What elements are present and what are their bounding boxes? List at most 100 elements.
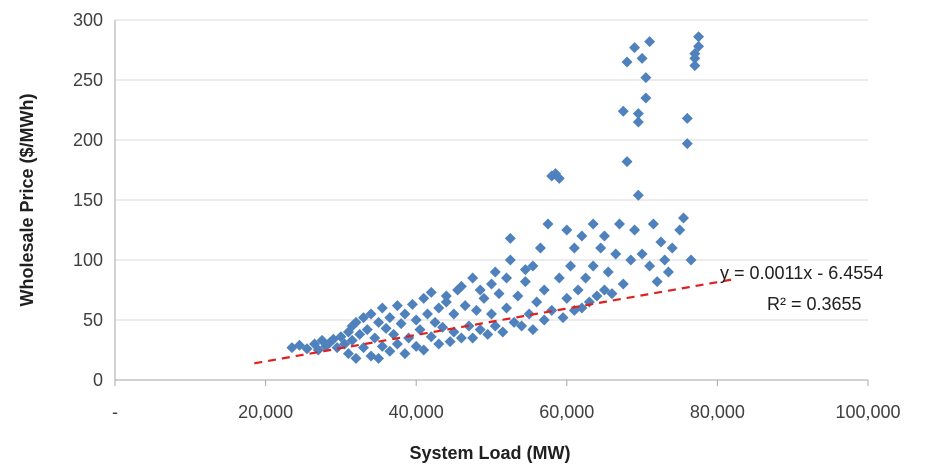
data-point xyxy=(527,260,539,272)
data-point xyxy=(455,280,467,292)
data-point xyxy=(587,218,599,230)
data-point xyxy=(421,308,433,320)
data-point xyxy=(373,352,385,364)
x-tick-label: 100,000 xyxy=(835,402,900,422)
trendline xyxy=(254,278,733,365)
data-point xyxy=(448,308,460,320)
data-point xyxy=(395,318,407,330)
data-point xyxy=(621,56,633,68)
axes xyxy=(114,20,869,386)
data-point xyxy=(501,272,513,284)
data-point xyxy=(602,266,614,278)
data-point xyxy=(474,324,486,336)
y-tick-label: 100 xyxy=(73,250,103,270)
x-tick-label: 80,000 xyxy=(690,402,745,422)
data-point xyxy=(644,36,656,48)
data-point xyxy=(444,336,456,348)
y-tick-label: 50 xyxy=(83,310,103,330)
data-point xyxy=(534,242,546,254)
data-point xyxy=(576,302,588,314)
data-point xyxy=(621,156,633,168)
data-point xyxy=(614,218,626,230)
data-point xyxy=(557,312,569,324)
data-point xyxy=(542,218,554,230)
data-point xyxy=(666,242,678,254)
data-point xyxy=(689,60,701,72)
data-point xyxy=(369,332,381,344)
data-point xyxy=(380,322,392,334)
data-point xyxy=(440,296,452,308)
data-point xyxy=(632,116,644,128)
data-point xyxy=(399,308,411,320)
data-point xyxy=(572,284,584,296)
data-point xyxy=(391,338,403,350)
data-point xyxy=(339,338,351,350)
data-point xyxy=(568,242,580,254)
data-point xyxy=(595,242,607,254)
data-point xyxy=(580,272,592,284)
data-point xyxy=(674,224,686,236)
x-axis-title: System Load (MW) xyxy=(409,443,570,463)
data-point xyxy=(644,260,656,272)
data-point xyxy=(629,224,641,236)
data-point xyxy=(357,312,369,324)
tick-labels: 0 50 100 150 200 250 300 - 20,000 40,000 60,000 80,… xyxy=(73,10,901,422)
data-point xyxy=(357,342,369,354)
data-point xyxy=(497,326,509,338)
data-point xyxy=(486,278,497,290)
data-point xyxy=(625,254,637,266)
data-point xyxy=(433,302,445,314)
data-point xyxy=(519,276,531,288)
data-point xyxy=(693,31,705,43)
data-point xyxy=(651,276,663,288)
data-point xyxy=(636,52,648,64)
data-point xyxy=(384,345,396,357)
data-point xyxy=(632,108,644,120)
data-point xyxy=(523,308,535,320)
data-point xyxy=(467,332,479,344)
data-point xyxy=(478,292,490,304)
data-point xyxy=(418,344,430,356)
data-point xyxy=(373,316,385,328)
data-point xyxy=(681,112,693,124)
data-point xyxy=(610,248,622,260)
data-point xyxy=(659,254,671,266)
trendline-r-squared: R² = 0.3655 xyxy=(767,294,862,314)
data-point xyxy=(459,300,471,312)
data-point xyxy=(414,324,426,336)
data-point xyxy=(301,343,313,355)
y-axis-title: Wholesale Price ($/MWh) xyxy=(17,93,37,306)
trendline-equation: y = 0.0011x - 6.4554 xyxy=(720,263,883,283)
y-tick-label: 250 xyxy=(73,70,103,90)
data-point xyxy=(561,224,573,236)
y-tick-label: 200 xyxy=(73,130,103,150)
data-point xyxy=(501,302,513,314)
x-tick-label: 40,000 xyxy=(389,402,444,422)
data-point xyxy=(376,302,388,314)
data-point xyxy=(418,292,430,304)
data-point xyxy=(689,48,701,60)
data-point xyxy=(410,314,422,326)
data-points xyxy=(286,31,705,364)
y-tick-label: 150 xyxy=(73,190,103,210)
data-point xyxy=(391,300,403,312)
data-point xyxy=(561,292,573,304)
data-point xyxy=(384,312,396,324)
data-point xyxy=(546,304,558,316)
data-point xyxy=(647,218,659,230)
data-point xyxy=(455,332,467,344)
x-tick-label: 60,000 xyxy=(539,402,594,422)
data-point xyxy=(512,290,524,302)
data-point xyxy=(425,286,437,298)
data-point xyxy=(519,264,531,276)
data-point xyxy=(342,348,354,360)
data-point xyxy=(331,342,343,354)
data-point xyxy=(681,138,693,150)
data-point xyxy=(576,230,588,242)
data-point xyxy=(406,298,418,310)
data-point xyxy=(587,260,599,272)
data-point xyxy=(516,320,528,332)
data-point xyxy=(425,331,437,343)
data-point xyxy=(504,254,516,266)
